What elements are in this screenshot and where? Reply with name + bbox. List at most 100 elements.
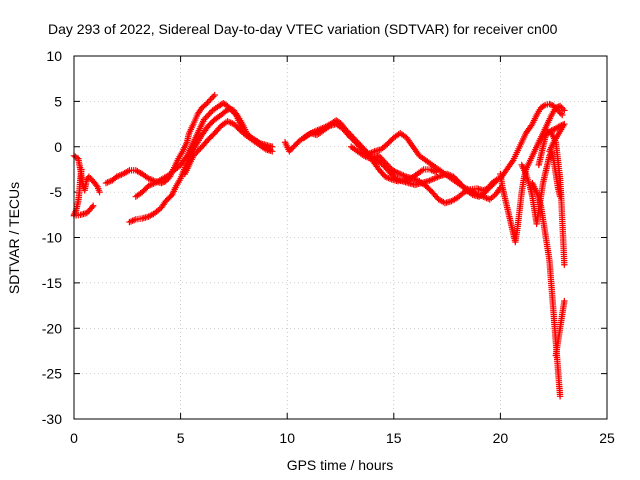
data-point xyxy=(556,102,564,110)
data-point xyxy=(286,148,293,155)
x-tick-label: 0 xyxy=(70,430,78,446)
data-point xyxy=(83,209,90,217)
data-point xyxy=(229,108,237,116)
x-tick-label: 20 xyxy=(493,430,509,446)
data-point xyxy=(202,114,209,122)
data-marks xyxy=(70,91,568,400)
data-point xyxy=(225,104,233,111)
data-point xyxy=(87,175,94,182)
data-point xyxy=(548,127,555,134)
tick-layer: 0 5 10 15 20 25 10 5 0 -5 -10 -15 -20 -25 -30 xyxy=(42,48,615,446)
y-tick-label: 10 xyxy=(46,48,62,64)
y-axis-label: SDTVAR / TECUs xyxy=(6,182,22,294)
data-point xyxy=(194,148,201,155)
data-point xyxy=(394,169,401,176)
x-tick-label: 5 xyxy=(177,430,185,446)
data-point xyxy=(205,111,212,119)
data-point xyxy=(392,168,400,176)
data-point xyxy=(554,107,562,114)
data-point xyxy=(395,170,402,177)
data-point xyxy=(208,94,216,102)
data-point xyxy=(546,148,553,155)
data-point xyxy=(190,152,197,160)
data-point xyxy=(528,122,535,129)
data-point xyxy=(546,100,553,108)
y-tick-label: -5 xyxy=(50,184,63,200)
series-trace-b xyxy=(70,166,85,219)
data-point xyxy=(202,100,210,108)
data-point xyxy=(211,91,218,99)
series-trace-k xyxy=(369,157,440,185)
data-point xyxy=(508,158,516,166)
series-trace-i xyxy=(301,120,504,203)
data-point xyxy=(558,104,565,111)
data-point xyxy=(88,203,96,211)
data-point xyxy=(557,110,565,117)
data-point xyxy=(546,128,554,135)
data-point xyxy=(547,101,555,108)
data-point xyxy=(227,105,234,113)
y-tick-label: -30 xyxy=(42,411,62,427)
data-point xyxy=(556,393,564,400)
data-point xyxy=(559,105,567,113)
series-trace-r xyxy=(544,120,568,155)
data-point xyxy=(204,99,211,106)
data-point xyxy=(89,202,97,209)
data-point xyxy=(561,297,568,305)
plot-frame xyxy=(73,55,608,420)
y-tick-label: 0 xyxy=(54,139,62,155)
series-trace-q xyxy=(552,297,568,359)
data-point xyxy=(210,93,217,100)
data-point xyxy=(550,102,557,110)
data-point xyxy=(561,261,568,268)
data-point xyxy=(540,102,547,110)
series-trace-c xyxy=(70,202,97,219)
data-point xyxy=(205,97,213,105)
data-point xyxy=(182,154,190,161)
data-point xyxy=(78,166,85,173)
data-point xyxy=(193,149,200,156)
data-point xyxy=(85,173,93,180)
data-point xyxy=(549,126,557,134)
x-tick-label: 25 xyxy=(599,430,615,446)
data-point xyxy=(551,126,558,133)
x-tick-label: 15 xyxy=(386,430,402,446)
data-point xyxy=(72,208,79,215)
y-tick-label: -15 xyxy=(42,275,62,291)
data-point xyxy=(85,208,92,215)
x-tick-label: 10 xyxy=(279,430,295,446)
grid-layer xyxy=(74,56,607,419)
data-point xyxy=(269,148,276,155)
data-point xyxy=(224,102,231,110)
data-point xyxy=(207,96,214,103)
series-trace-a xyxy=(70,152,103,196)
data-point xyxy=(228,107,235,114)
data-point xyxy=(206,110,213,117)
y-tick-label: -25 xyxy=(42,366,62,382)
series-trace-m xyxy=(497,100,566,182)
data-point xyxy=(195,146,203,153)
data-point xyxy=(375,152,383,160)
data-point xyxy=(559,111,566,119)
series-trace-g xyxy=(181,118,276,178)
data-point xyxy=(96,188,103,196)
chart-title: Day 293 of 2022, Sidereal Day-to-day VTE… xyxy=(48,21,558,37)
data-point xyxy=(191,151,199,158)
data-point xyxy=(556,108,563,116)
data-point xyxy=(203,113,211,120)
x-axis-label: GPS time / hours xyxy=(287,457,394,473)
y-tick-label: -10 xyxy=(42,230,62,246)
data-point xyxy=(561,107,568,114)
y-tick-label: 5 xyxy=(54,93,62,109)
data-point xyxy=(287,146,294,153)
y-tick-label: -20 xyxy=(42,320,62,336)
data-point xyxy=(433,168,440,176)
data-point xyxy=(391,168,398,175)
data-point xyxy=(553,105,560,113)
data-point xyxy=(374,153,381,160)
series-trace-f xyxy=(132,99,274,200)
data-point xyxy=(231,110,238,117)
data-point xyxy=(200,116,208,123)
data-point xyxy=(551,104,559,111)
